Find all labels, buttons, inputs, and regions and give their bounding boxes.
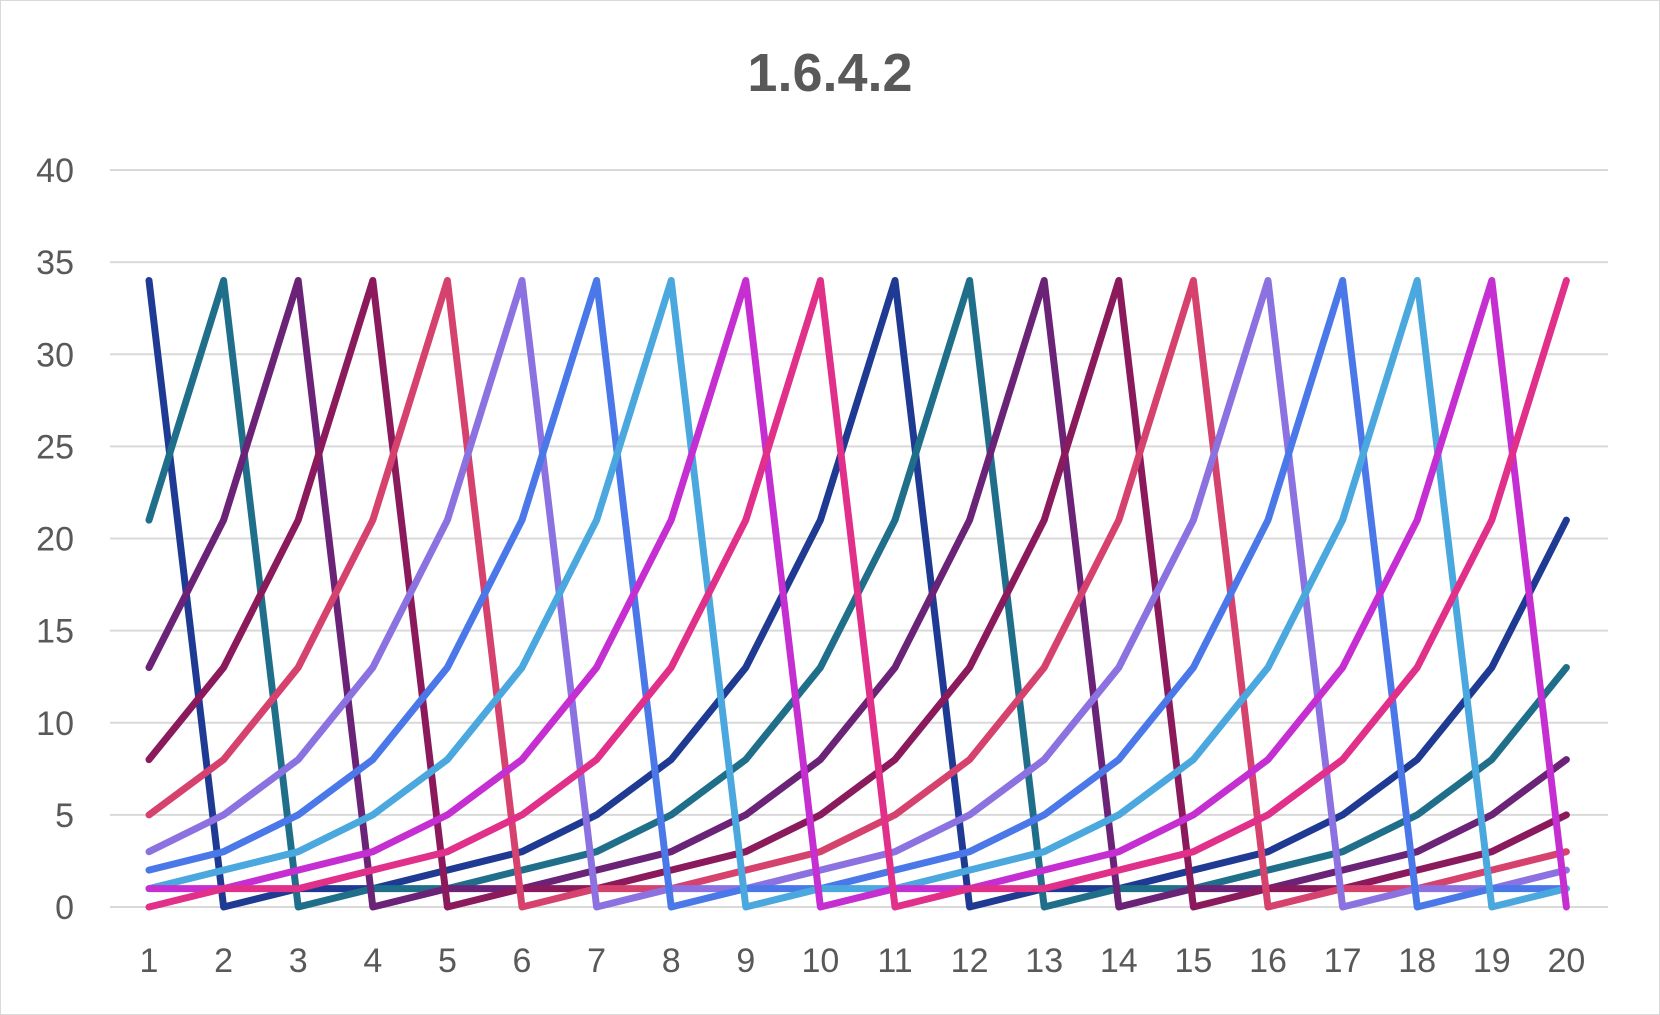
y-tick-label: 5 (55, 797, 74, 835)
x-tick-label: 18 (1398, 942, 1436, 980)
x-tick-label: 12 (951, 942, 989, 980)
x-tick-label: 9 (736, 942, 755, 980)
x-tick-label: 8 (662, 942, 681, 980)
x-tick-label: 20 (1547, 942, 1585, 980)
y-tick-label: 40 (36, 152, 74, 190)
y-tick-label: 25 (36, 428, 74, 466)
y-tick-label: 20 (36, 521, 74, 559)
x-tick-label: 7 (587, 942, 606, 980)
y-tick-label: 0 (55, 889, 74, 927)
y-tick-label: 35 (36, 244, 74, 282)
y-tick-label: 10 (36, 705, 74, 743)
x-axis-labels: 1 2 3 4 5 6 7 8 9 10 11 12 13 14 15 16 17 18 19 20 (140, 942, 1586, 980)
series-line-8 (145, 277, 1570, 911)
series-line-10 (145, 277, 1570, 911)
x-tick-label: 5 (438, 942, 457, 980)
series-line-3 (145, 277, 1570, 911)
series-line-5 (145, 277, 1570, 911)
y-tick-label: 15 (36, 613, 74, 651)
x-tick-label: 2 (214, 942, 233, 980)
x-tick-label: 1 (140, 942, 159, 980)
x-tick-label: 19 (1473, 942, 1511, 980)
series-line-9 (145, 277, 1570, 911)
x-tick-label: 15 (1174, 942, 1212, 980)
y-axis-labels: 0 5 10 15 20 25 30 35 40 (36, 152, 74, 927)
x-tick-label: 3 (289, 942, 308, 980)
x-tick-label: 6 (513, 942, 532, 980)
y-tick-label: 30 (36, 336, 74, 374)
series-line-6 (145, 277, 1570, 911)
gridlines (110, 169, 1608, 908)
series-lines (145, 277, 1570, 911)
x-tick-label: 17 (1324, 942, 1362, 980)
x-tick-label: 14 (1100, 942, 1138, 980)
series-line-7 (145, 277, 1570, 911)
x-tick-label: 10 (801, 942, 839, 980)
x-tick-label: 13 (1025, 942, 1063, 980)
chart-title: 1.6.4.2 (747, 43, 913, 103)
x-tick-label: 16 (1249, 942, 1287, 980)
x-tick-label: 11 (877, 942, 912, 980)
x-tick-label: 4 (363, 942, 382, 980)
